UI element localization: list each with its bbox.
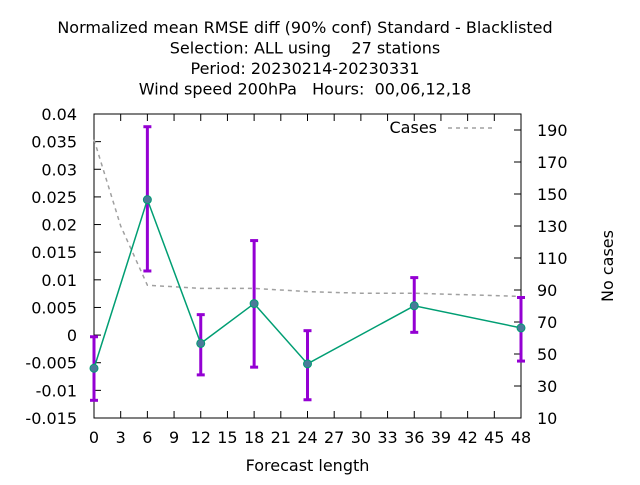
x-tick-label: 30 bbox=[351, 428, 371, 447]
y-tick-label: 0.015 bbox=[31, 243, 77, 262]
x-tick-label: 18 bbox=[244, 428, 264, 447]
x-tick-label: 42 bbox=[457, 428, 477, 447]
y-tick-label: 0 bbox=[67, 326, 77, 345]
cases-line bbox=[93, 139, 522, 298]
x-tick-label: 21 bbox=[271, 428, 291, 447]
series-layer bbox=[89, 125, 526, 402]
y2-tick-label: 10 bbox=[537, 409, 557, 428]
data-point bbox=[516, 323, 526, 333]
y2-tick-label: 90 bbox=[537, 281, 557, 300]
y-tick-label: 0.02 bbox=[41, 216, 77, 235]
y-tick-label: 0.01 bbox=[41, 271, 77, 290]
x-tick-label: 9 bbox=[169, 428, 179, 447]
y-axis-right: 10 30 50 70 90 110 130 150 170 190 bbox=[514, 121, 568, 428]
x-tick-label: 24 bbox=[297, 428, 317, 447]
y-tick-label: -0.015 bbox=[25, 409, 77, 428]
title-line: Period: 20230214-20230331 bbox=[190, 59, 419, 78]
x-tick-label: 0 bbox=[89, 428, 99, 447]
title-line: Wind speed 200hPa Hours: 00,06,12,18 bbox=[139, 80, 472, 99]
y-tick-label: 0.025 bbox=[31, 188, 77, 207]
title-line: Selection: ALL using 27 stations bbox=[170, 39, 440, 58]
x-tick-label: 45 bbox=[484, 428, 504, 447]
data-point bbox=[196, 338, 206, 348]
y-axis-left: -0.015 -0.01 -0.005 0 0.005 0.01 0.015 0.02 0.02… bbox=[25, 105, 101, 428]
x-tick-label: 36 bbox=[404, 428, 424, 447]
x-tick-label: 27 bbox=[324, 428, 344, 447]
data-point bbox=[142, 195, 152, 205]
data-point bbox=[89, 363, 99, 373]
y2-tick-label: 30 bbox=[537, 377, 557, 396]
y2-tick-label: 50 bbox=[537, 345, 557, 364]
y2-tick-label: 130 bbox=[537, 217, 568, 236]
y2-tick-label: 110 bbox=[537, 249, 568, 268]
y-axis-right-label: No cases bbox=[598, 230, 617, 302]
y-tick-label: -0.01 bbox=[36, 381, 77, 400]
legend: Cases bbox=[390, 118, 495, 137]
x-tick-label: 6 bbox=[142, 428, 152, 447]
data-point bbox=[303, 359, 312, 369]
y2-tick-label: 150 bbox=[537, 185, 568, 204]
x-tick-label: 15 bbox=[217, 428, 237, 447]
x-tick-label: 33 bbox=[377, 428, 397, 447]
data-point bbox=[409, 301, 419, 311]
title-line: Normalized mean RMSE diff (90% conf) Sta… bbox=[57, 18, 552, 37]
y-tick-label: 0.04 bbox=[41, 105, 77, 124]
x-axis: 0 3 6 9 12 15 18 21 24 27 30 33 36 39 42 45 48 bbox=[89, 114, 531, 447]
chart-title: Normalized mean RMSE diff (90% conf) Sta… bbox=[57, 18, 552, 99]
legend-label-cases: Cases bbox=[390, 118, 438, 137]
y2-tick-label: 70 bbox=[537, 313, 557, 332]
x-axis-label: Forecast length bbox=[246, 456, 370, 475]
y2-tick-label: 190 bbox=[537, 121, 568, 140]
y-tick-label: 0.03 bbox=[41, 160, 77, 179]
x-tick-label: 39 bbox=[431, 428, 451, 447]
x-tick-label: 3 bbox=[116, 428, 126, 447]
y-tick-label: 0.035 bbox=[31, 133, 77, 152]
y-tick-label: -0.005 bbox=[25, 354, 77, 373]
x-tick-label: 48 bbox=[511, 428, 531, 447]
y-tick-label: 0.005 bbox=[31, 298, 77, 317]
y2-tick-label: 170 bbox=[537, 153, 568, 172]
data-point bbox=[249, 299, 259, 309]
x-tick-label: 12 bbox=[191, 428, 211, 447]
